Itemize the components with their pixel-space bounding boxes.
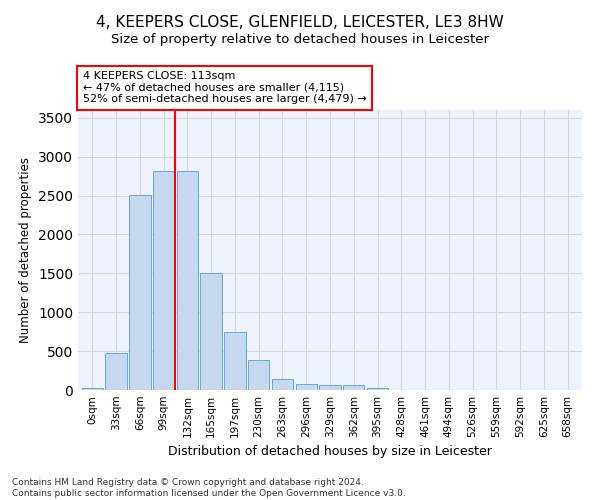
Text: 4, KEEPERS CLOSE, GLENFIELD, LEICESTER, LE3 8HW: 4, KEEPERS CLOSE, GLENFIELD, LEICESTER, … bbox=[96, 15, 504, 30]
Bar bbox=[106, 354, 127, 390]
Bar bbox=[296, 384, 317, 390]
Text: Size of property relative to detached houses in Leicester: Size of property relative to detached ho… bbox=[111, 32, 489, 46]
Bar bbox=[248, 360, 269, 390]
Bar bbox=[367, 388, 388, 390]
Bar bbox=[153, 170, 174, 390]
Bar bbox=[272, 378, 293, 390]
Bar bbox=[82, 388, 103, 390]
Text: Contains HM Land Registry data © Crown copyright and database right 2024.
Contai: Contains HM Land Registry data © Crown c… bbox=[12, 478, 406, 498]
Bar bbox=[200, 272, 222, 390]
Bar bbox=[176, 170, 198, 390]
X-axis label: Distribution of detached houses by size in Leicester: Distribution of detached houses by size … bbox=[168, 446, 492, 458]
Bar bbox=[319, 386, 341, 390]
Bar bbox=[224, 332, 245, 390]
Bar bbox=[343, 386, 364, 390]
Bar bbox=[129, 195, 151, 390]
Text: 4 KEEPERS CLOSE: 113sqm
← 47% of detached houses are smaller (4,115)
52% of semi: 4 KEEPERS CLOSE: 113sqm ← 47% of detache… bbox=[83, 71, 367, 104]
Y-axis label: Number of detached properties: Number of detached properties bbox=[19, 157, 32, 343]
